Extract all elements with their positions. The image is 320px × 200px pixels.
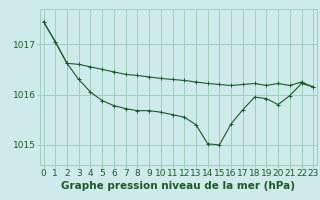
X-axis label: Graphe pression niveau de la mer (hPa): Graphe pression niveau de la mer (hPa) (61, 181, 295, 191)
